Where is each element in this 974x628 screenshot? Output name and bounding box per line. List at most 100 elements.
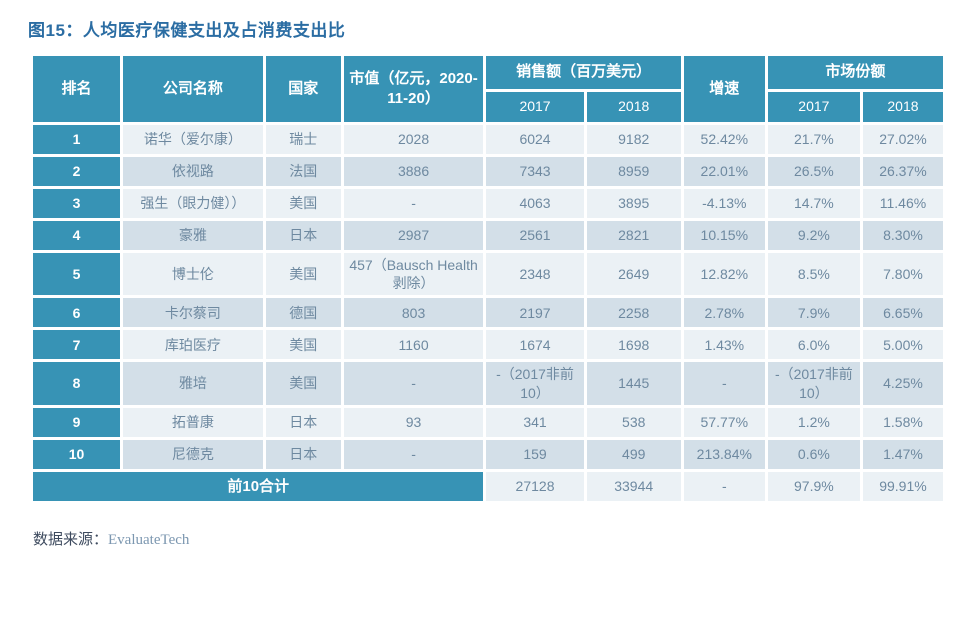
country-cell: 瑞士 — [265, 125, 341, 154]
header-company: 公司名称 — [123, 56, 263, 122]
sales-2018-cell: 1698 — [586, 330, 681, 360]
share-2018-cell: 8.30% — [862, 221, 943, 250]
header-market-cap: 市值（亿元，2020-11-20） — [343, 56, 484, 122]
header-share-group: 市场份额 — [767, 56, 943, 89]
share-2017-cell: 0.6% — [767, 439, 860, 469]
company-cell: 尼德克 — [123, 439, 263, 469]
share-2018-cell: 11.46% — [862, 189, 943, 218]
sales-2018-cell: 3895 — [586, 189, 681, 218]
rank-cell: 3 — [33, 189, 121, 218]
ranking-table: 排名 公司名称 国家 市值（亿元，2020-11-20） 销售额（百万美元） 增… — [30, 53, 946, 504]
total-share-2018-cell: 99.91% — [862, 471, 943, 501]
sales-2018-cell: 538 — [586, 407, 681, 437]
share-2017-cell: 1.2% — [767, 407, 860, 437]
data-source: 数据来源：EvaluateTech — [33, 528, 974, 549]
table-row: 1 诺华（爱尔康） 瑞士 2028 6024 9182 52.42% 21.7%… — [33, 125, 943, 154]
growth-cell: 213.84% — [683, 439, 765, 469]
sales-2017-cell: -（2017非前10） — [486, 362, 584, 405]
share-2017-cell: 8.5% — [767, 253, 860, 296]
company-cell: 博士伦 — [123, 253, 263, 296]
growth-cell: 2.78% — [683, 298, 765, 328]
sales-2018-cell: 2821 — [586, 221, 681, 250]
total-row: 前10合计 27128 33944 - 97.9% 99.91% — [33, 471, 943, 501]
share-2018-cell: 7.80% — [862, 253, 943, 296]
growth-cell: - — [683, 362, 765, 405]
sales-2018-cell: 8959 — [586, 157, 681, 186]
table-row: 2 依视路 法国 3886 7343 8959 22.01% 26.5% 26.… — [33, 157, 943, 186]
table-row: 10 尼德克 日本 - 159 499 213.84% 0.6% 1.47% — [33, 439, 943, 469]
header-rank: 排名 — [33, 56, 121, 122]
market-cap-cell: - — [343, 439, 484, 469]
rank-cell: 5 — [33, 253, 121, 296]
market-cap-cell: 457（Bausch Health剥除） — [343, 253, 484, 296]
rank-cell: 9 — [33, 407, 121, 437]
market-cap-cell: - — [343, 189, 484, 218]
table-row: 8 雅培 美国 - -（2017非前10） 1445 - -（2017非前10）… — [33, 362, 943, 405]
country-cell: 法国 — [265, 157, 341, 186]
total-growth-cell: - — [683, 471, 765, 501]
growth-cell: 57.77% — [683, 407, 765, 437]
company-cell: 诺华（爱尔康） — [123, 125, 263, 154]
total-share-2017-cell: 97.9% — [767, 471, 860, 501]
sales-2017-cell: 1674 — [486, 330, 584, 360]
header-growth: 增速 — [683, 56, 765, 122]
data-source-value: EvaluateTech — [108, 531, 190, 548]
country-cell: 德国 — [265, 298, 341, 328]
header-share-2017: 2017 — [767, 91, 860, 122]
share-2018-cell: 26.37% — [862, 157, 943, 186]
total-sales-2017-cell: 27128 — [486, 471, 584, 501]
sales-2017-cell: 2348 — [486, 253, 584, 296]
sales-2017-cell: 2561 — [486, 221, 584, 250]
share-2018-cell: 4.25% — [862, 362, 943, 405]
header-sales-2018: 2018 — [586, 91, 681, 122]
rank-cell: 10 — [33, 439, 121, 469]
growth-cell: 1.43% — [683, 330, 765, 360]
country-cell: 日本 — [265, 439, 341, 469]
market-cap-cell: 803 — [343, 298, 484, 328]
share-2018-cell: 6.65% — [862, 298, 943, 328]
market-cap-cell: 3886 — [343, 157, 484, 186]
country-cell: 美国 — [265, 330, 341, 360]
growth-cell: 10.15% — [683, 221, 765, 250]
header-sales-group: 销售额（百万美元） — [486, 56, 681, 89]
share-2017-cell: 26.5% — [767, 157, 860, 186]
country-cell: 日本 — [265, 221, 341, 250]
country-cell: 日本 — [265, 407, 341, 437]
market-cap-cell: - — [343, 362, 484, 405]
company-cell: 豪雅 — [123, 221, 263, 250]
market-cap-cell: 93 — [343, 407, 484, 437]
sales-2017-cell: 7343 — [486, 157, 584, 186]
table-row: 5 博士伦 美国 457（Bausch Health剥除） 2348 2649 … — [33, 253, 943, 296]
table-row: 7 库珀医疗 美国 1160 1674 1698 1.43% 6.0% 5.00… — [33, 330, 943, 360]
sales-2017-cell: 2197 — [486, 298, 584, 328]
sales-2017-cell: 159 — [486, 439, 584, 469]
company-cell: 卡尔蔡司 — [123, 298, 263, 328]
company-cell: 依视路 — [123, 157, 263, 186]
growth-cell: 52.42% — [683, 125, 765, 154]
country-cell: 美国 — [265, 189, 341, 218]
sales-2018-cell: 2258 — [586, 298, 681, 328]
table-row: 6 卡尔蔡司 德国 803 2197 2258 2.78% 7.9% 6.65% — [33, 298, 943, 328]
share-2017-cell: -（2017非前10） — [767, 362, 860, 405]
company-cell: 库珀医疗 — [123, 330, 263, 360]
header-country: 国家 — [265, 56, 341, 122]
sales-2017-cell: 4063 — [486, 189, 584, 218]
company-cell: 拓普康 — [123, 407, 263, 437]
data-source-label: 数据来源： — [33, 531, 109, 548]
company-cell: 强生（眼力健）） — [123, 189, 263, 218]
total-label-cell: 前10合计 — [33, 471, 484, 501]
share-2017-cell: 14.7% — [767, 189, 860, 218]
sales-2017-cell: 6024 — [486, 125, 584, 154]
rank-cell: 4 — [33, 221, 121, 250]
market-cap-cell: 2987 — [343, 221, 484, 250]
sales-2017-cell: 341 — [486, 407, 584, 437]
share-2018-cell: 1.58% — [862, 407, 943, 437]
share-2017-cell: 7.9% — [767, 298, 860, 328]
country-cell: 美国 — [265, 362, 341, 405]
rank-cell: 2 — [33, 157, 121, 186]
header-sales-2017: 2017 — [486, 91, 584, 122]
rank-cell: 6 — [33, 298, 121, 328]
table-body: 1 诺华（爱尔康） 瑞士 2028 6024 9182 52.42% 21.7%… — [33, 125, 943, 501]
table-header: 排名 公司名称 国家 市值（亿元，2020-11-20） 销售额（百万美元） 增… — [33, 56, 943, 122]
report-page: 图15：人均医疗保健支出及占消费支出比 排名 公司名称 国家 市值（亿元，202… — [0, 16, 974, 628]
